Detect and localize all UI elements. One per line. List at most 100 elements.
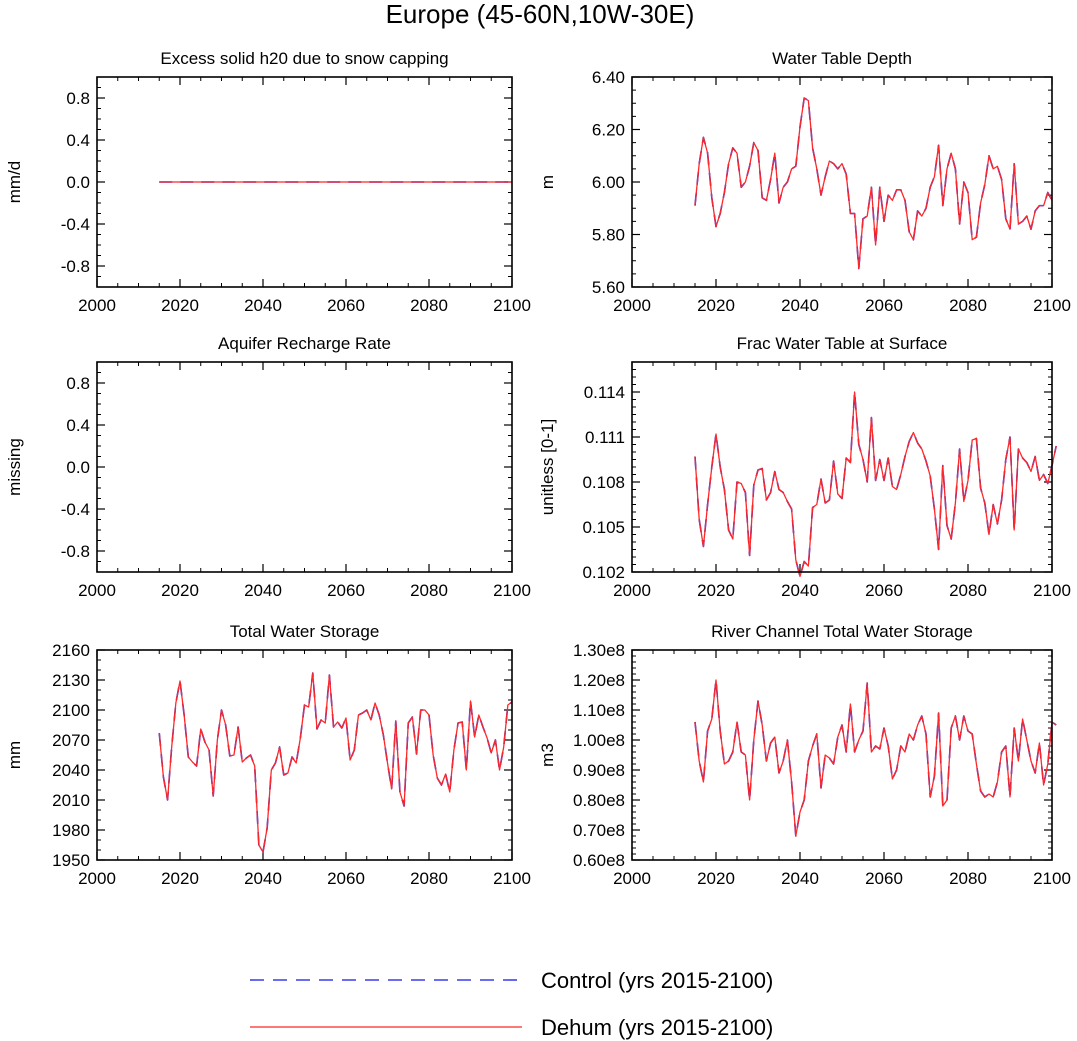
y-tick-label: 0.105: [582, 518, 625, 537]
y-tick-label: 2160: [52, 641, 90, 660]
x-tick-label: 2100: [493, 869, 531, 888]
x-tick-label: 2020: [161, 869, 199, 888]
y-tick-label: 0.0: [66, 173, 90, 192]
x-tick-label: 2000: [78, 296, 116, 315]
y-tick-label: 1.00e8: [573, 731, 625, 750]
x-tick-label: 2060: [865, 296, 903, 315]
panels: Excess solid h20 due to snow capping mm/d…: [5, 49, 1071, 888]
y-axis-label: unitless [0-1]: [538, 419, 557, 515]
chart-title: Water Table Depth: [772, 49, 912, 68]
control-series-line: [158, 672, 513, 853]
chart-panel-6: River Channel Total Water Storage m3 0.60e…: [538, 622, 1071, 888]
y-tick-label: 6.40: [592, 68, 625, 87]
y-tick-label: 6.00: [592, 173, 625, 192]
y-tick-label: 2130: [52, 671, 90, 690]
chart-panel-3: Aquifer Recharge Rate missing -0.8 -0.4 0.0 0…: [5, 334, 531, 600]
x-tick-label: 2060: [327, 869, 365, 888]
y-tick-label: 0.114: [584, 383, 625, 402]
control-series-line: [694, 97, 1053, 270]
legend: Control (yrs 2015-2100) Dehum (yrs 2015-…: [250, 968, 773, 1040]
chart-panel-2: Water Table Depth m 5.60 5.80 6.00 6.20 6.40 20…: [538, 49, 1071, 315]
dehum-series-line: [158, 672, 513, 853]
x-tick-label: 2020: [697, 296, 735, 315]
y-tick-label: 0.0: [66, 458, 90, 477]
y-tick-label: 0.70e8: [573, 821, 625, 840]
x-tick-label: 2080: [410, 296, 448, 315]
chart-title: Excess solid h20 due to snow capping: [160, 49, 448, 68]
x-tick-label: 2020: [161, 296, 199, 315]
y-tick-label: -0.8: [61, 257, 90, 276]
plot-frame: [96, 76, 513, 288]
y-tick-label: -0.4: [61, 215, 90, 234]
dehum-series-line: [694, 391, 1057, 578]
chart-title: Total Water Storage: [230, 622, 380, 641]
dehum-series-line: [694, 679, 1057, 837]
control-series-line: [694, 679, 1057, 837]
y-tick-label: 0.60e8: [573, 851, 625, 870]
x-tick-label: 2040: [781, 296, 819, 315]
y-tick-label: 1.20e8: [573, 671, 625, 690]
y-tick-label: 0.111: [585, 428, 625, 447]
y-tick-label: 0.4: [66, 131, 90, 150]
x-tick-label: 2000: [78, 581, 116, 600]
plot-frame: [96, 361, 513, 573]
x-tick-label: 2000: [613, 869, 651, 888]
y-tick-label: 0.90e8: [573, 761, 625, 780]
chart-title: Frac Water Table at Surface: [737, 334, 948, 353]
y-tick-label: 0.80e8: [573, 791, 625, 810]
y-tick-label: 5.80: [592, 226, 625, 245]
x-tick-label: 2080: [949, 869, 987, 888]
x-tick-label: 2040: [244, 296, 282, 315]
x-tick-label: 2080: [410, 581, 448, 600]
plot-frame: [631, 76, 1053, 288]
x-tick-label: 2060: [865, 869, 903, 888]
x-tick-label: 2080: [410, 869, 448, 888]
y-tick-label: -0.8: [61, 542, 90, 561]
y-tick-label: -0.4: [61, 500, 90, 519]
y-tick-label: 1980: [52, 821, 90, 840]
x-tick-label: 2060: [327, 296, 365, 315]
chart-title: Aquifer Recharge Rate: [218, 334, 391, 353]
x-tick-label: 2080: [949, 581, 987, 600]
plot-frame: [631, 649, 1053, 861]
y-axis-label: mm/d: [5, 161, 24, 204]
x-tick-label: 2100: [1033, 296, 1071, 315]
plot-frame: [631, 361, 1053, 573]
chart-panel-1: Excess solid h20 due to snow capping mm/d…: [5, 49, 531, 315]
y-tick-label: 6.20: [592, 121, 625, 140]
y-axis-label: missing: [5, 438, 24, 496]
y-axis-label: m3: [538, 743, 557, 767]
y-tick-label: 1950: [52, 851, 90, 870]
legend-dehum-label: Dehum (yrs 2015-2100): [541, 1015, 773, 1040]
x-tick-label: 2040: [781, 869, 819, 888]
figure-title: Europe (45-60N,10W-30E): [386, 0, 695, 29]
x-tick-label: 2100: [1033, 869, 1071, 888]
y-tick-label: 1.10e8: [573, 701, 625, 720]
x-tick-label: 2040: [244, 869, 282, 888]
x-tick-label: 2000: [613, 581, 651, 600]
x-tick-label: 2060: [865, 581, 903, 600]
x-tick-label: 2020: [697, 869, 735, 888]
y-tick-label: 2100: [52, 701, 90, 720]
dehum-series-line: [694, 97, 1053, 270]
plot-frame: [96, 649, 513, 861]
x-tick-label: 2000: [613, 296, 651, 315]
y-tick-label: 0.102: [582, 563, 625, 582]
y-tick-label: 0.8: [66, 374, 90, 393]
x-tick-label: 2040: [781, 581, 819, 600]
x-tick-label: 2020: [697, 581, 735, 600]
chart-panel-5: Total Water Storage mm 1950 1980 2010 2040 207…: [5, 622, 531, 888]
y-axis-label: m: [538, 175, 557, 189]
y-tick-label: 2040: [52, 761, 90, 780]
x-tick-label: 2100: [493, 296, 531, 315]
x-tick-label: 2060: [327, 581, 365, 600]
x-tick-label: 2020: [161, 581, 199, 600]
legend-control-label: Control (yrs 2015-2100): [541, 968, 773, 993]
chart-panel-4: Frac Water Table at Surface unitless [0-1…: [538, 334, 1071, 600]
chart-title: River Channel Total Water Storage: [711, 622, 973, 641]
y-tick-label: 2070: [52, 731, 90, 750]
x-tick-label: 2000: [78, 869, 116, 888]
y-tick-label: 0.8: [66, 89, 90, 108]
y-tick-label: 1.30e8: [573, 641, 625, 660]
